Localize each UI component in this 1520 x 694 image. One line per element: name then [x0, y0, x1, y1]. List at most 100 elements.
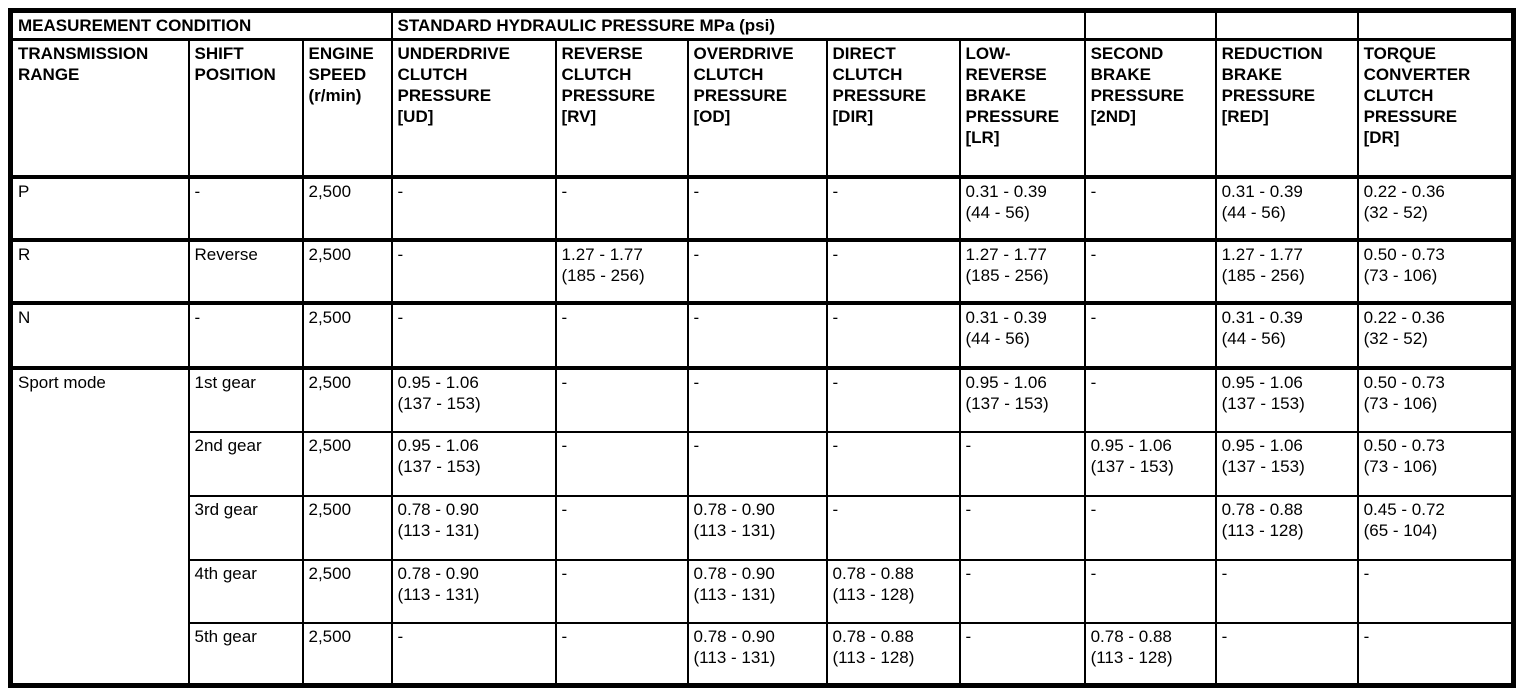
speed-cell: 2,500	[301, 238, 393, 305]
value-cell: -	[390, 238, 557, 305]
value-cell: -	[686, 366, 828, 433]
value-cell: -	[390, 175, 557, 242]
value-cell: -	[554, 175, 689, 242]
range-cell: P	[9, 175, 190, 242]
value-cell: 0.78 - 0.88 (113 - 128)	[825, 621, 961, 687]
col-header-direct-clutch: DIRECT CLUTCH PRESSURE [DIR]	[825, 38, 961, 179]
shift-cell: 3rd gear	[187, 494, 304, 561]
value-cell: 0.95 - 1.06 (137 - 153)	[958, 366, 1086, 433]
speed-cell: 2,500	[301, 366, 393, 433]
value-cell: 0.50 - 0.73 (73 - 106)	[1356, 238, 1515, 305]
col-header-second-brake: SECOND BRAKE PRESSURE [2ND]	[1083, 38, 1217, 179]
hydraulic-pressure-table: MEASUREMENT CONDITION STANDARD HYDRAULIC…	[8, 8, 1517, 688]
value-cell: -	[686, 238, 828, 305]
value-cell: -	[1083, 238, 1217, 305]
value-cell: 0.50 - 0.73 (73 - 106)	[1356, 366, 1515, 433]
value-cell: -	[686, 175, 828, 242]
empty-header-cell	[1083, 9, 1217, 41]
value-cell: -	[958, 430, 1086, 497]
speed-cell: 2,500	[301, 494, 393, 561]
shift-cell: 2nd gear	[187, 430, 304, 497]
value-cell: -	[958, 621, 1086, 687]
value-cell: 0.78 - 0.90 (113 - 131)	[390, 494, 557, 561]
value-cell: -	[1356, 621, 1515, 687]
value-cell: 0.78 - 0.90 (113 - 131)	[390, 558, 557, 624]
value-cell: -	[1083, 494, 1217, 561]
column-header-row: TRANSMISSION RANGE SHIFT POSITION ENGINE…	[9, 38, 1515, 179]
value-cell: 0.78 - 0.88 (113 - 128)	[1083, 621, 1217, 687]
speed-cell: 2,500	[301, 430, 393, 497]
table-row-p: P - 2,500 - - - - 0.31 - 0.39 (44 - 56) …	[9, 175, 1515, 242]
value-cell: -	[686, 430, 828, 497]
value-cell: 0.31 - 0.39 (44 - 56)	[958, 301, 1086, 370]
table-row-sport-4th: 4th gear 2,500 0.78 - 0.90 (113 - 131) -…	[11, 558, 1515, 624]
value-cell: 0.95 - 1.06 (137 - 153)	[390, 366, 557, 433]
value-cell: 0.31 - 0.39 (44 - 56)	[1214, 175, 1359, 242]
col-header-reverse-clutch: REVERSE CLUTCH PRESSURE [RV]	[554, 38, 689, 179]
speed-cell: 2,500	[301, 301, 393, 370]
value-cell: 0.50 - 0.73 (73 - 106)	[1356, 430, 1515, 497]
value-cell: 1.27 - 1.77 (185 - 256)	[958, 238, 1086, 305]
value-cell: -	[1083, 301, 1217, 370]
value-cell: -	[1214, 558, 1359, 624]
group-header-row: MEASUREMENT CONDITION STANDARD HYDRAULIC…	[9, 9, 1515, 41]
value-cell: -	[1083, 558, 1217, 624]
table-row-n: N - 2,500 - - - - 0.31 - 0.39 (44 - 56) …	[9, 301, 1515, 370]
value-cell: -	[686, 301, 828, 370]
value-cell: 1.27 - 1.77 (185 - 256)	[554, 238, 689, 305]
empty-header-cell	[1356, 9, 1515, 41]
value-cell: 0.45 - 0.72 (65 - 104)	[1356, 494, 1515, 561]
value-cell: -	[1214, 621, 1359, 687]
value-cell: 0.22 - 0.36 (32 - 52)	[1356, 301, 1515, 370]
value-cell: 0.95 - 1.06 (137 - 153)	[1083, 430, 1217, 497]
value-cell: -	[390, 621, 557, 687]
value-cell: 0.31 - 0.39 (44 - 56)	[1214, 301, 1359, 370]
value-cell: 0.95 - 1.06 (137 - 153)	[1214, 430, 1359, 497]
value-cell: -	[825, 175, 961, 242]
value-cell: 0.78 - 0.90 (113 - 131)	[686, 621, 828, 687]
shift-cell: -	[187, 301, 304, 370]
value-cell: -	[1083, 366, 1217, 433]
table-row-sport-2nd: 2nd gear 2,500 0.95 - 1.06 (137 - 153) -…	[11, 430, 1515, 497]
value-cell: -	[958, 494, 1086, 561]
value-cell: -	[825, 494, 961, 561]
value-cell: -	[554, 301, 689, 370]
col-header-low-reverse-brake: LOW- REVERSE BRAKE PRESSURE [LR]	[958, 38, 1086, 179]
col-header-torque-converter-clutch: TORQUE CONVERTER CLUTCH PRESSURE [DR]	[1356, 38, 1515, 179]
value-cell: -	[825, 366, 961, 433]
shift-cell: -	[187, 175, 304, 242]
table-row-sport-1st: Sport mode 1st gear 2,500 0.95 - 1.06 (1…	[9, 366, 1515, 687]
col-header-engine-speed: ENGINE SPEED (r/min)	[301, 38, 393, 179]
col-header-overdrive-clutch: OVERDRIVE CLUTCH PRESSURE [OD]	[686, 38, 828, 179]
shift-cell: 4th gear	[187, 558, 304, 624]
value-cell: 0.95 - 1.06 (137 - 153)	[1214, 366, 1359, 433]
value-cell: -	[554, 494, 689, 561]
shift-cell: Reverse	[187, 238, 304, 305]
value-cell: 0.22 - 0.36 (32 - 52)	[1356, 175, 1515, 242]
value-cell: 0.78 - 0.88 (113 - 128)	[1214, 494, 1359, 561]
value-cell: -	[554, 558, 689, 624]
value-cell: 0.78 - 0.90 (113 - 131)	[686, 558, 828, 624]
value-cell: 1.27 - 1.77 (185 - 256)	[1214, 238, 1359, 305]
table-row-r: R Reverse 2,500 - 1.27 - 1.77 (185 - 256…	[9, 238, 1515, 305]
standard-hydraulic-pressure-header: STANDARD HYDRAULIC PRESSURE MPa (psi)	[390, 9, 1086, 41]
col-header-reduction-brake: REDUCTION BRAKE PRESSURE [RED]	[1214, 38, 1359, 179]
value-cell: -	[390, 301, 557, 370]
value-cell: -	[1356, 558, 1515, 624]
value-cell: 0.78 - 0.90 (113 - 131)	[686, 494, 828, 561]
value-cell: 0.95 - 1.06 (137 - 153)	[390, 430, 557, 497]
table-row-sport-5th: 5th gear 2,500 - - 0.78 - 0.90 (113 - 13…	[11, 621, 1515, 687]
value-cell: -	[958, 558, 1086, 624]
range-cell: R	[9, 238, 190, 305]
col-header-underdrive-clutch: UNDERDRIVE CLUTCH PRESSURE [UD]	[390, 38, 557, 179]
measurement-condition-header: MEASUREMENT CONDITION	[9, 9, 393, 41]
value-cell: -	[554, 366, 689, 433]
value-cell: -	[554, 621, 689, 687]
col-header-transmission-range: TRANSMISSION RANGE	[9, 38, 190, 179]
table-row-sport-3rd: 3rd gear 2,500 0.78 - 0.90 (113 - 131) -…	[11, 494, 1515, 561]
value-cell: 0.31 - 0.39 (44 - 56)	[958, 175, 1086, 242]
shift-cell: 5th gear	[187, 621, 304, 687]
speed-cell: 2,500	[301, 175, 393, 242]
value-cell: -	[825, 238, 961, 305]
